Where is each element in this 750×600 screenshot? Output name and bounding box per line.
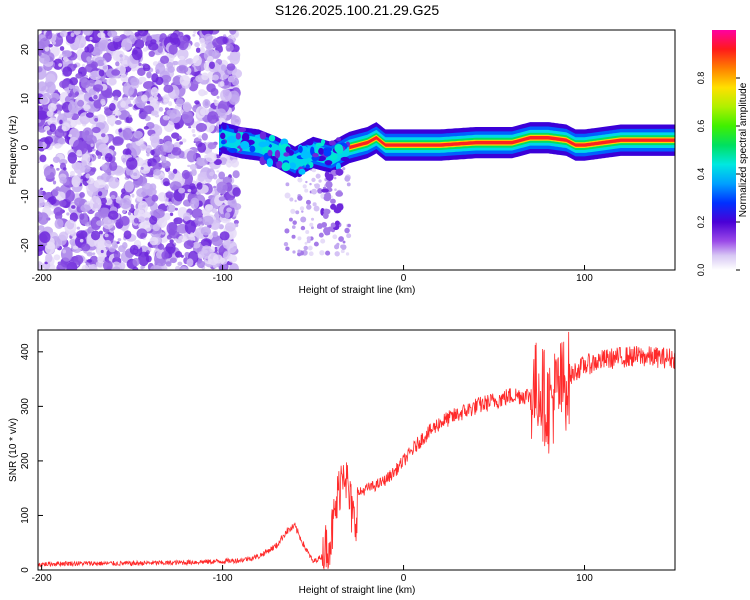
- snr-y-tick-label: 0: [20, 567, 31, 573]
- spectrogram-x-ticks: -200 -100 0 100: [32, 265, 593, 284]
- snr-y-label: SNR (10 * v/v): [8, 418, 19, 482]
- colorbar-tick-label: 0.2: [696, 216, 706, 229]
- spectrogram-x-tick-label: 100: [576, 273, 593, 284]
- spectrogram-y-tick-label: 10: [20, 93, 31, 105]
- spectrogram-x-tick-label: 0: [401, 273, 407, 284]
- snr-frame: [37, 329, 676, 571]
- snr-y-tick-label: 200: [20, 452, 31, 469]
- spectrogram-y-ticks: -20 -10 0 10 20: [20, 44, 43, 253]
- snr-marks: [38, 331, 675, 570]
- spectrogram-marks: [38, 30, 675, 270]
- snr-x-tick-label: 100: [576, 573, 593, 584]
- spectrogram-x-tick-label: -200: [32, 273, 52, 284]
- colorbar-tick-label: 0.6: [696, 120, 706, 133]
- spectrogram-noise: [38, 30, 352, 270]
- snr-y-tick-label: 100: [20, 507, 31, 524]
- snr-x-tick-label: -100: [213, 573, 233, 584]
- colorbar: 0.0 0.2 0.4 0.6 0.8 Normalized spectral ampl…: [696, 30, 749, 276]
- spectrogram-y-tick-label: -10: [20, 189, 31, 204]
- snr-x-tick-label: 0: [401, 573, 407, 584]
- colorbar-tick-label: 0.0: [696, 264, 706, 277]
- snr-y-tick-label: 300: [20, 398, 31, 415]
- spectrogram-x-tick-label: -100: [213, 273, 233, 284]
- snr-panel: -200 -100 0 100 0 100 200 300 400 Height of str…: [8, 329, 676, 596]
- spectrogram-y-label: Frequency (Hz): [8, 116, 19, 185]
- colorbar-label: Normalized spectral amplitude: [738, 82, 749, 217]
- spectrogram-y-tick-label: 0: [20, 144, 31, 150]
- snr-series-line: [38, 331, 675, 570]
- spectrogram-y-tick-label: 20: [20, 44, 31, 56]
- snr-y-tick-label: 400: [20, 343, 31, 360]
- colorbar-tick-label: 0.8: [696, 72, 706, 85]
- snr-x-tick-label: -200: [32, 573, 52, 584]
- spectrogram-y-tick-label: -20: [20, 238, 31, 253]
- colorbar-ticks: 0.0 0.2 0.4 0.6 0.8: [696, 72, 740, 277]
- spectrogram-frame: [37, 29, 676, 271]
- colorbar-gradient: [712, 30, 736, 270]
- colorbar-tick-label: 0.4: [696, 168, 706, 181]
- spectrogram-x-label: Height of straight line (km): [299, 285, 416, 296]
- snr-x-ticks: -200 -100 0 100: [32, 565, 593, 584]
- snr-x-label: Height of straight line (km): [299, 585, 416, 596]
- spectrogram-ridge: [219, 122, 675, 235]
- snr-y-ticks: 0 100 200 300 400: [20, 343, 43, 573]
- chart-title: S126.2025.100.21.29.G25: [275, 2, 439, 18]
